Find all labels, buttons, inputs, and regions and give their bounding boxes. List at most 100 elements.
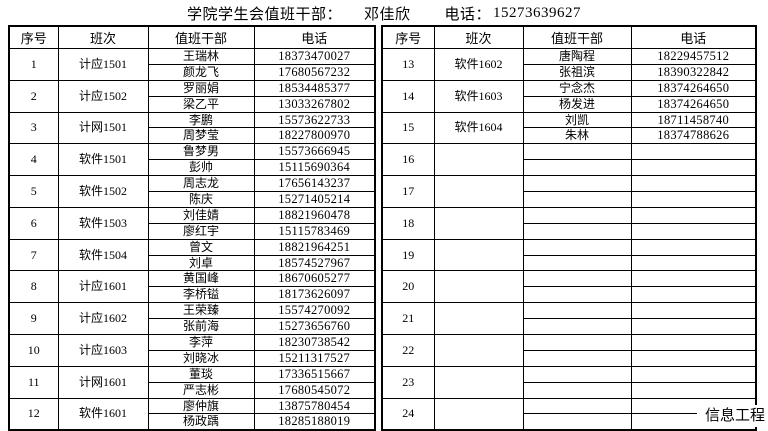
cadre-name-cell [522,365,632,383]
header-number: 序号 [8,25,59,49]
row-number-cell: 3 [8,111,59,145]
row-number-cell: 4 [8,143,59,177]
table-row [382,254,757,272]
cadre-name-cell: 杨政踽 [147,413,255,431]
table-row: 23 [381,365,757,399]
row-number-cell: 21 [381,302,435,336]
class-cell: 计应1602 [57,302,149,336]
cadre-phone-cell: 15574270092 [253,302,376,320]
cadre-name-cell: 李鹏 [147,111,255,129]
table-row: 刘晓冰 15211317527 [9,349,376,367]
cadre-name-cell [522,206,632,224]
table-row: 12 软件1601 廖仲旗 13875780454 [8,397,376,431]
table-row: 8 计应1601 黄国峰 18670605277 [8,270,376,304]
class-cell: 软件1503 [57,206,149,240]
cadre-phone-cell: 18574527967 [253,254,376,272]
cadre-phone-cell: 18173626097 [253,286,376,304]
cadre-name-cell: 刘佳婧 [147,206,255,224]
row-number-cell: 14 [381,79,435,113]
duty-table-right: 序号 班次 值班干部 电话 13 软件1602 唐陶程 18229457512 张祖滨 1… [381,25,757,431]
class-cell: 软件1603 [433,79,524,113]
cadre-name-cell: 朱林 [522,127,632,145]
cadre-phone-cell [630,254,757,272]
cadre-name-cell [522,191,632,208]
row-number-cell: 5 [8,175,59,208]
table-row: 7 软件1504 曾文 18821964251 [8,238,376,272]
cadre-phone-cell [630,302,757,320]
row-number-cell: 18 [381,206,435,240]
header-cadre: 值班干部 [522,25,632,49]
table-row: 20 [381,270,757,304]
cadre-phone-cell: 18229457512 [630,48,757,65]
table-row: 刘卓 18574527967 [9,254,376,272]
cadre-name-cell: 董琰 [147,365,255,383]
cadre-phone-cell: 18227800970 [253,127,376,145]
cadre-phone-cell [630,318,757,336]
row-number-cell: 9 [8,302,59,336]
row-number-cell: 6 [8,206,59,240]
cadre-phone-cell [630,334,757,351]
cadre-name-cell [522,286,632,304]
cadre-phone-cell [630,222,757,240]
table-row: 16 [381,143,757,177]
class-cell: 计网1601 [57,365,149,399]
cadre-phone-cell [630,270,757,288]
phone-label: 电话： [444,7,492,23]
cadre-name-cell: 刘凯 [522,111,632,129]
watermark-label: 信息工程 [696,405,768,427]
header-class: 班次 [433,25,524,49]
cadre-name-cell [522,413,632,431]
cadre-phone-cell [630,143,757,161]
class-cell: 计应1501 [57,48,149,81]
cadre-phone-cell: 13875780454 [253,397,376,415]
header-class: 班次 [57,25,149,49]
class-cell: 计应1502 [57,79,149,113]
table-row: 9 计应1602 王荣臻 15574270092 [8,302,376,336]
cadre-name-cell [522,349,632,367]
table-row: 14 软件1603 宁念杰 18374264650 [381,79,757,113]
table-row: 陈庆 15271405214 [9,191,376,208]
cadre-name-cell: 严志彬 [147,381,255,399]
class-cell: 计应1603 [57,334,149,367]
table-row: 廖红宇 15115783469 [9,222,376,240]
class-cell: 软件1501 [57,143,149,177]
cadre-phone-cell: 18374788626 [630,127,757,145]
row-number-cell: 24 [381,397,435,431]
class-cell [433,365,524,399]
cadre-name-cell: 张前海 [147,318,255,336]
cadre-name-cell: 罗丽娟 [147,79,255,97]
cadre-phone-cell [630,206,757,224]
row-number-cell: 19 [381,238,435,272]
cadre-name-cell: 周梦莹 [147,127,255,145]
row-number-cell: 10 [8,334,59,367]
cadre-phone-cell [630,159,757,177]
class-cell: 软件1601 [57,397,149,431]
table-row [382,191,757,208]
cadre-name-cell [522,159,632,177]
class-cell [433,397,524,431]
table-row: 2 计应1502 罗丽娟 18534485377 [8,79,376,113]
cadre-name-cell [522,238,632,256]
row-number-cell: 12 [8,397,59,431]
row-number-cell: 1 [8,48,59,81]
cadre-phone-cell: 18374264650 [630,79,757,97]
row-number-cell: 20 [381,270,435,304]
cadre-phone-cell: 18373470027 [253,48,376,65]
cadre-name-cell [522,334,632,351]
row-number-cell: 13 [381,48,435,81]
class-cell: 软件1602 [433,48,524,81]
title-label: 学院学生会值班干部： [186,7,342,23]
cadre-name-cell: 颜龙飞 [147,63,255,81]
cadre-phone-cell [630,191,757,208]
cadre-phone-cell: 15271405214 [253,191,376,208]
row-number-cell: 7 [8,238,59,272]
table-row: 11 计网1601 董琰 17336515667 [8,365,376,399]
cadre-name-cell [522,270,632,288]
cadre-phone-cell: 18230738542 [253,334,376,351]
table-row: 张祖滨 18390322842 [382,63,757,81]
cadre-name-cell: 周志龙 [147,175,255,193]
table-row: 13 软件1602 唐陶程 18229457512 [381,48,757,81]
header-phone: 电话 [253,25,376,49]
cadre-name-cell [522,254,632,272]
cadre-phone-cell: 18821960478 [253,206,376,224]
